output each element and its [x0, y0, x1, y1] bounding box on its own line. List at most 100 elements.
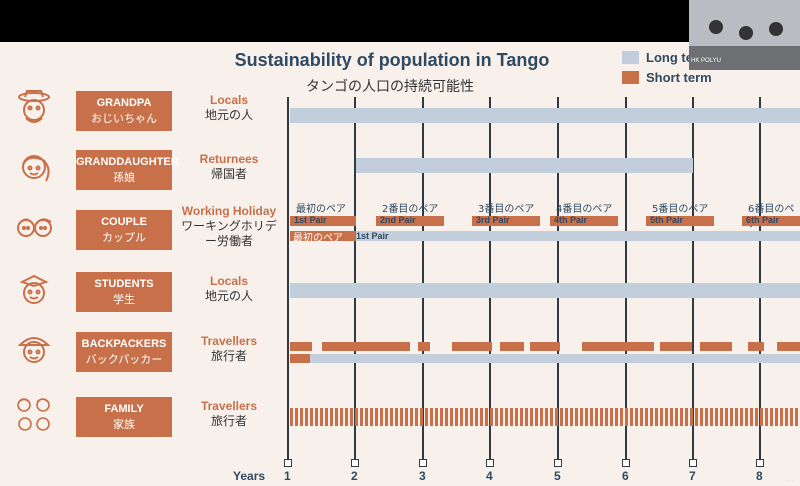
year-label: 1 — [284, 469, 291, 483]
pair-label-jp: 4番目のペア — [556, 204, 613, 215]
pair-label-en: 1st Pair — [294, 215, 327, 225]
family-short-term-bar — [390, 408, 393, 426]
backpacker-short-term-bar — [660, 342, 692, 351]
family-short-term-bar — [410, 408, 413, 426]
group-name-jp: 旅行者 — [210, 414, 247, 428]
family-short-term-bar — [370, 408, 373, 426]
year-label: 8 — [756, 469, 763, 483]
couple-long-term-bar — [356, 231, 800, 241]
grandpa-icon — [14, 88, 54, 128]
category-name-en: FAMILY — [104, 403, 144, 415]
pair-label-en: 3rd Pair — [476, 215, 510, 225]
family-short-term-bar — [645, 408, 648, 426]
years-label: Years — [233, 469, 266, 483]
family-short-term-bar — [670, 408, 673, 426]
year-label: 4 — [486, 469, 493, 483]
group-label: Returnees 帰国者 — [178, 152, 280, 182]
family-short-term-bar — [735, 408, 738, 426]
family-short-term-bar — [610, 408, 613, 426]
family-short-term-bar — [440, 408, 443, 426]
family-short-term-bar — [775, 408, 778, 426]
legend-long-swatch — [622, 51, 639, 64]
year-label: 7 — [689, 469, 696, 483]
group-name-jp: 地元の人 — [204, 108, 253, 122]
group-name-jp: ワーキングホリデー労働者 — [181, 219, 277, 248]
family-short-term-bar — [685, 408, 688, 426]
family-short-term-bar — [630, 408, 633, 426]
couple-first-pair-short-bar — [290, 231, 356, 241]
pair-label-jp: 最初のペア — [296, 204, 346, 215]
family-short-term-bar — [575, 408, 578, 426]
year-gridline — [692, 97, 694, 459]
category-label-couple: COUPLE カップル — [76, 210, 172, 250]
family-short-term-bar — [795, 408, 798, 426]
webcam-thumbnail[interactable]: HK POLYU — [689, 0, 800, 70]
more-options-icon[interactable]: ... — [785, 473, 794, 484]
family-short-term-bar — [665, 408, 668, 426]
category-name-jp: カップル — [102, 231, 146, 244]
family-short-term-bar — [545, 408, 548, 426]
group-label: Locals 地元の人 — [178, 93, 280, 123]
family-short-term-bar — [365, 408, 368, 426]
couple-short-term-bar — [376, 216, 444, 226]
family-short-term-bar — [745, 408, 748, 426]
family-short-term-bar — [330, 408, 333, 426]
family-short-term-bar — [465, 408, 468, 426]
family-short-term-bar — [550, 408, 553, 426]
family-short-term-bar — [405, 408, 408, 426]
family-short-term-bar — [300, 408, 303, 426]
backpacker-short-term-bar — [530, 342, 560, 351]
family-short-term-bar — [415, 408, 418, 426]
family-short-term-bar — [310, 408, 313, 426]
year-tick — [419, 459, 427, 467]
couple-icon — [14, 207, 54, 247]
family-short-term-bar — [490, 408, 493, 426]
group-name-jp: 旅行者 — [210, 349, 247, 363]
family-short-term-bar — [535, 408, 538, 426]
backpacker-long-term-bar — [310, 354, 800, 363]
family-short-term-bar — [750, 408, 753, 426]
family-short-term-bar — [325, 408, 328, 426]
long-pair-label-jp: 最初のペア — [293, 233, 343, 244]
family-short-term-bar — [605, 408, 608, 426]
family-short-term-bar — [660, 408, 663, 426]
family-short-term-bar — [655, 408, 658, 426]
backpacker-short-term-bar — [582, 342, 654, 351]
family-short-term-bar — [510, 408, 513, 426]
year-tick — [554, 459, 562, 467]
family-short-term-bar — [435, 408, 438, 426]
group-label: Locals 地元の人 — [178, 274, 280, 304]
category-name-en: GRANDPA — [96, 97, 152, 109]
family-short-term-bar — [515, 408, 518, 426]
family-short-term-bar — [695, 408, 698, 426]
family-short-term-bar — [315, 408, 318, 426]
year-label: 6 — [622, 469, 629, 483]
year-gridline — [759, 97, 761, 459]
family-short-term-bar — [790, 408, 793, 426]
family-short-term-bar — [770, 408, 773, 426]
family-short-term-bar — [450, 408, 453, 426]
family-short-term-bar — [420, 408, 423, 426]
family-short-term-bar — [400, 408, 403, 426]
family-short-term-bar — [430, 408, 433, 426]
year-label: 3 — [419, 469, 426, 483]
family-short-term-bar — [530, 408, 533, 426]
group-name-jp: 帰国者 — [210, 167, 247, 181]
family-short-term-bar — [455, 408, 458, 426]
family-short-term-bar — [320, 408, 323, 426]
family-short-term-bar — [690, 408, 693, 426]
category-name-en: GRANDDAUGHTER — [76, 156, 179, 168]
family-short-term-bar — [555, 408, 558, 426]
family-short-term-bar — [295, 408, 298, 426]
category-label-grandpa: GRANDPA おじいちゃん — [76, 91, 172, 131]
backpacker-short-term-bar — [452, 342, 492, 351]
family-short-term-bar — [525, 408, 528, 426]
students-long-term-bar — [290, 283, 800, 298]
family-short-term-bar — [495, 408, 498, 426]
group-name-en: Travellers — [200, 334, 258, 348]
family-short-term-bar — [675, 408, 678, 426]
family-short-term-bar — [345, 408, 348, 426]
group-name-jp: 地元の人 — [204, 289, 253, 303]
pair-label-jp: 2番目のペア — [382, 204, 439, 215]
family-short-term-bar — [765, 408, 768, 426]
